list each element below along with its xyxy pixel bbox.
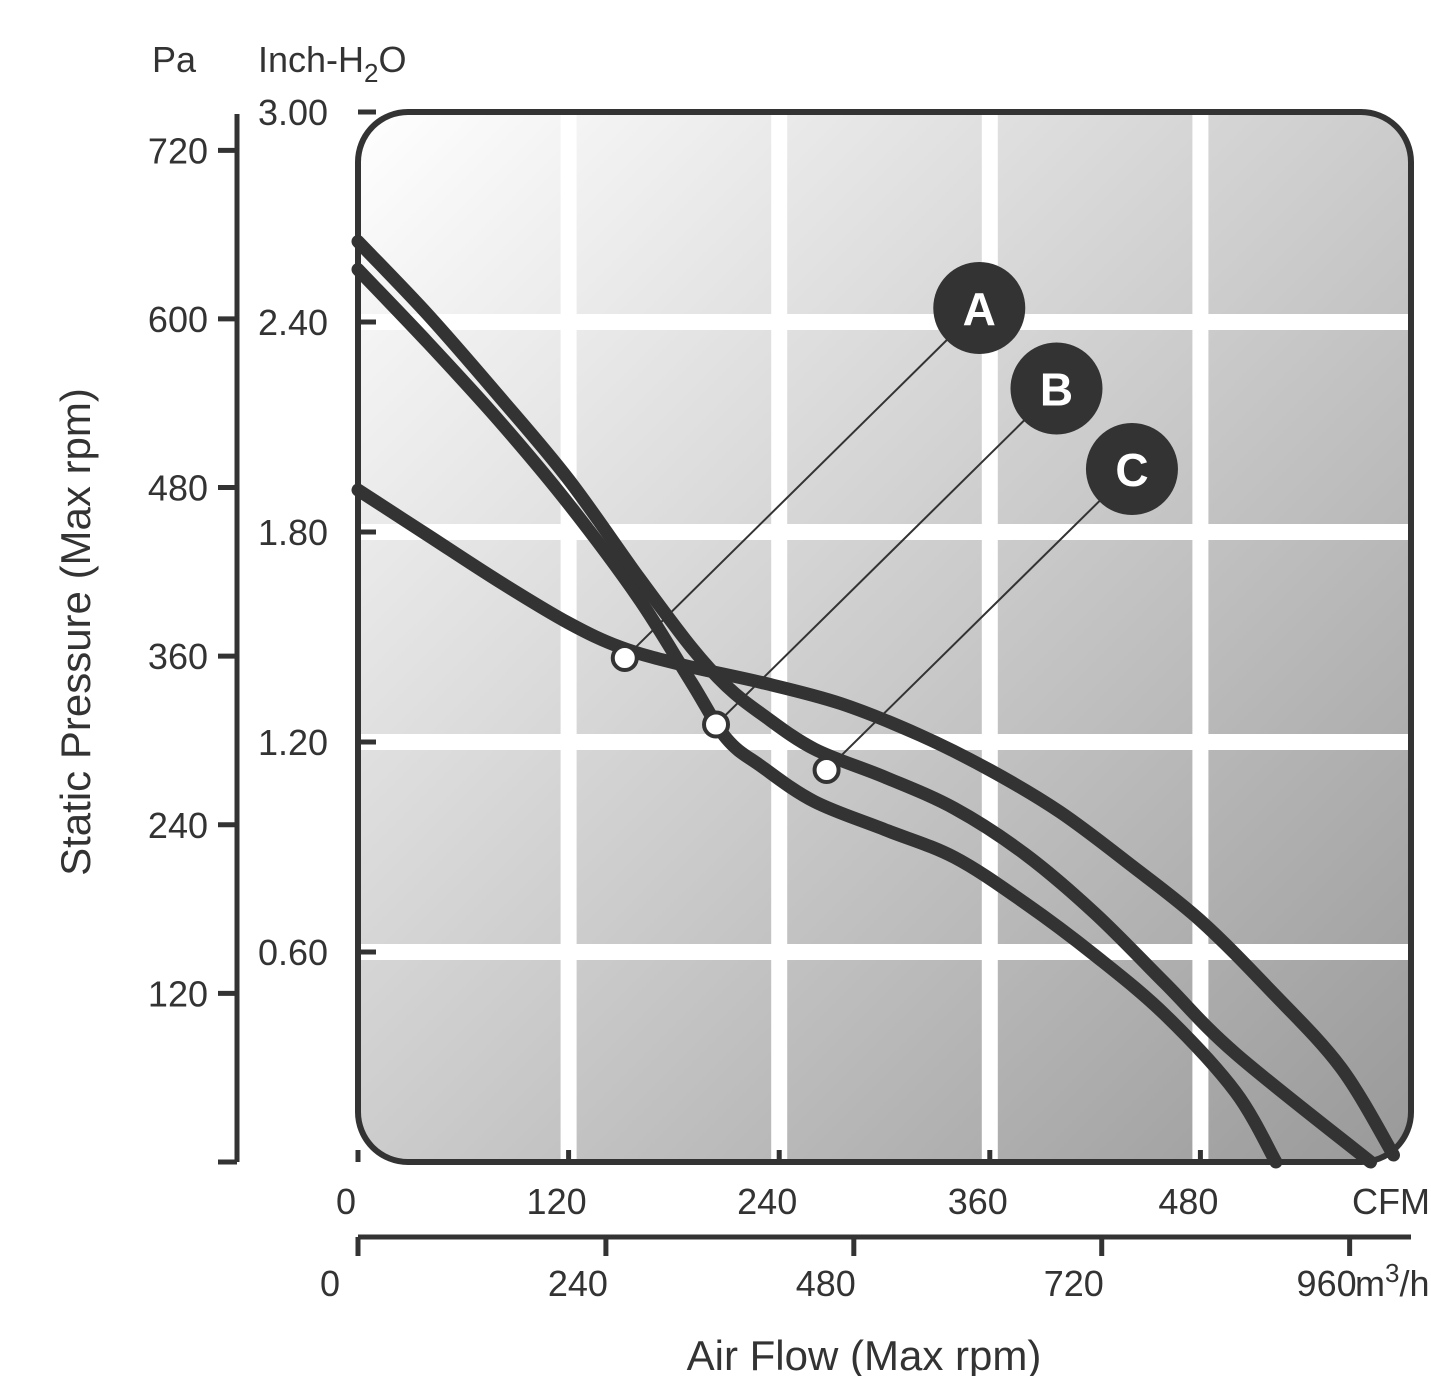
curve-a	[351, 483, 1400, 1162]
pa-tick-label: 720	[148, 130, 208, 171]
badge-b	[1010, 342, 1103, 435]
pa-tick-label: 480	[148, 468, 208, 509]
pa-tick-label: 600	[148, 299, 208, 340]
inh2o-tick-label: 0.60	[258, 932, 328, 973]
x-axis-title: Air Flow (Max rpm)	[687, 1332, 1042, 1376]
cfm-tick-label: 480	[1158, 1181, 1218, 1222]
performance-curves	[351, 235, 1400, 1169]
pa-tick-label: 360	[148, 636, 208, 677]
plot-background	[358, 112, 1411, 1162]
leader-line-a	[624, 307, 980, 659]
m3h-tick-label: 240	[548, 1263, 608, 1304]
marker-b	[702, 710, 731, 739]
cfm-unit-label: CFM	[1352, 1181, 1430, 1222]
plot-frame	[355, 109, 1414, 1165]
m3h-tick-label: 960	[1297, 1263, 1357, 1304]
badge-a	[933, 262, 1026, 354]
badge-label-a: A	[963, 283, 996, 335]
marker-c	[812, 756, 841, 784]
curve-c	[351, 235, 1378, 1169]
badge-label-b: B	[1040, 364, 1073, 416]
pa-tick-label: 120	[148, 973, 208, 1014]
badge-c	[1085, 423, 1178, 515]
inh2o-tick-label: 1.80	[258, 512, 328, 553]
curve-annotations: ABC	[610, 262, 1178, 784]
inch-h2o-unit-label: Inch-H2O	[258, 39, 407, 88]
marker-a	[610, 644, 639, 672]
cfm-tick-label: 240	[737, 1181, 797, 1222]
cfm-tick-label: 0	[336, 1181, 356, 1222]
m3h-tick-label: 720	[1044, 1263, 1104, 1304]
m3h-unit-label: m3/h	[1355, 1258, 1430, 1304]
badge-label-c: C	[1115, 444, 1148, 496]
cfm-tick-label: 360	[948, 1181, 1008, 1222]
inh2o-tick-label: 2.40	[258, 302, 328, 343]
axis-ticks	[218, 109, 1353, 1256]
cfm-tick-label: 120	[527, 1181, 587, 1222]
curve-b	[351, 263, 1283, 1169]
m3h-tick-label: 0	[320, 1263, 340, 1304]
pa-unit-label: Pa	[152, 39, 197, 80]
y-axis-title: Static Pressure (Max rpm)	[52, 388, 99, 876]
m3h-tick-label: 480	[796, 1263, 856, 1304]
leader-line-b	[715, 387, 1058, 726]
inh2o-tick-label: 1.20	[258, 722, 328, 763]
inh2o-tick-label: 3.00	[258, 92, 328, 133]
tick-labels: 3.00 2.40 1.80 1.20 0.60 720 600 480 360 240 120 0 1…	[148, 92, 1357, 1304]
pa-tick-label: 240	[148, 805, 208, 846]
leader-line-c	[825, 468, 1133, 771]
